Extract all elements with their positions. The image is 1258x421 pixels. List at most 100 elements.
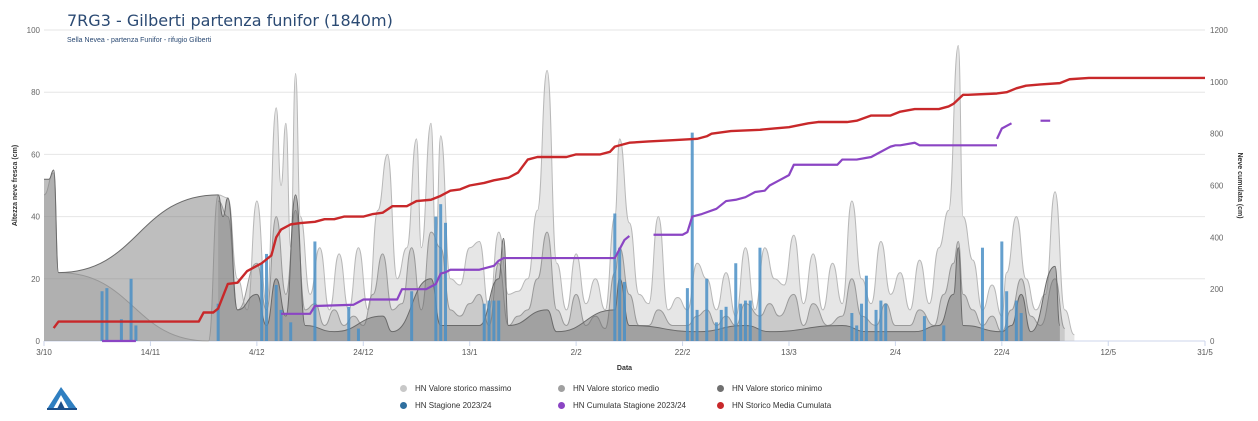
x-tick-label: 13/1 <box>462 348 478 357</box>
bar-stagione <box>1014 300 1018 341</box>
legend-item-min[interactable]: HN Valore storico minimo <box>717 384 822 393</box>
chart-title: 7RG3 - Gilberti partenza funifor (1840m) <box>67 11 393 30</box>
line-segment-cumulata-stagione <box>653 141 997 236</box>
y-axis-title-right: Neve cumulata (cm) <box>1236 152 1243 218</box>
bar-stagione <box>850 313 854 341</box>
y-tick-label-right: 600 <box>1210 182 1224 191</box>
bar-stagione <box>274 285 278 341</box>
y-tick-label-right: 400 <box>1210 233 1224 242</box>
bar-stagione <box>260 263 264 341</box>
bar-stagione <box>690 132 694 341</box>
legend-dot-storico-cumulata <box>717 402 724 409</box>
chart-subtitle: Sella Nevea - partenza Funifor - rifugio… <box>67 37 212 44</box>
bar-stagione <box>739 303 743 341</box>
legend-item-cumulata[interactable]: HN Cumulata Stagione 2023/24 <box>558 401 686 410</box>
line-storico-media-cumulata <box>52 76 1205 329</box>
bar-stagione <box>743 300 747 341</box>
bar-stagione <box>705 278 709 341</box>
bar-stagione <box>714 322 718 341</box>
line-segment-cumulata-stagione <box>995 122 1013 140</box>
bar-stagione <box>864 275 868 341</box>
legend-dot-cumulata <box>558 402 565 409</box>
bar-stagione <box>100 291 104 341</box>
x-tick-label: 22/2 <box>675 348 691 357</box>
y-tick-label-left: 80 <box>31 88 40 97</box>
y-tick-label-left: 20 <box>31 275 40 284</box>
bar-stagione <box>134 325 138 341</box>
y-tick-label-left: 40 <box>31 213 40 222</box>
bar-stagione <box>758 247 762 341</box>
bar-stagione <box>942 325 946 341</box>
x-tick-label: 22/4 <box>994 348 1010 357</box>
bar-stagione <box>410 291 414 341</box>
bar-stagione <box>497 300 501 341</box>
x-tick-label: 14/11 <box>141 348 161 357</box>
bar-stagione <box>613 213 617 341</box>
bar-stagione <box>289 322 293 341</box>
legend-item-max[interactable]: HN Valore storico massimo <box>400 384 511 393</box>
y-tick-label-left: 100 <box>27 26 41 35</box>
y-tick-label-left: 60 <box>31 150 40 159</box>
series-area-max-line <box>43 45 1075 342</box>
bar-stagione <box>734 263 738 341</box>
legend-label-max: HN Valore storico massimo <box>415 384 512 393</box>
bar-stagione <box>980 247 984 341</box>
legend-dot-min <box>717 385 724 392</box>
bar-stagione <box>922 316 926 341</box>
x-tick-label: 12/5 <box>1100 348 1116 357</box>
bar-stagione <box>487 300 491 341</box>
bar-stagione <box>105 288 109 341</box>
legend-label-cumulata: HN Cumulata Stagione 2023/24 <box>573 401 686 410</box>
bar-stagione <box>724 306 728 341</box>
y-tick-label-right: 200 <box>1210 285 1224 294</box>
legend-item-medio[interactable]: HN Valore storico medio <box>558 384 659 393</box>
legend-label-medio: HN Valore storico medio <box>573 384 660 393</box>
series-area-min-line <box>43 169 1061 333</box>
bar-stagione <box>874 309 878 341</box>
legend-label-stagione: HN Stagione 2023/24 <box>415 401 492 410</box>
bar-stagione <box>492 300 496 341</box>
bar-stagione <box>265 253 269 341</box>
y-axis-title-left: Altezza neve fresca (cm) <box>12 145 19 226</box>
y-tick-label-left: 0 <box>36 337 41 346</box>
legend-dot-stagione <box>400 402 407 409</box>
legend-dot-medio <box>558 385 565 392</box>
bar-stagione <box>1000 241 1004 341</box>
bar-stagione <box>1019 313 1023 341</box>
bar-stagione <box>129 278 133 341</box>
y-tick-label-right: 0 <box>1210 337 1215 346</box>
bar-stagione <box>748 300 752 341</box>
bar-stagione <box>347 306 351 341</box>
bar-stagione <box>216 303 220 341</box>
bar-stagione <box>719 309 723 341</box>
bar-stagione <box>623 281 626 341</box>
logo-icon <box>47 387 77 410</box>
x-tick-label: 31/5 <box>1197 348 1213 357</box>
bar-stagione <box>860 303 864 341</box>
y-tick-label-right: 1200 <box>1210 26 1228 35</box>
legend-label-storico-cumulata: HN Storico Media Cumulata <box>732 401 832 410</box>
x-tick-label: 2/2 <box>571 348 583 357</box>
bar-stagione <box>884 303 888 341</box>
bar-stagione <box>855 325 859 341</box>
legend-dot-max <box>400 385 407 392</box>
x-tick-label: 24/12 <box>353 348 374 357</box>
bar-stagione <box>618 247 622 341</box>
x-axis-title: Data <box>617 365 632 372</box>
legend-item-stagione[interactable]: HN Stagione 2023/24 <box>400 401 492 410</box>
x-tick-label: 2/4 <box>890 348 902 357</box>
bar-stagione <box>279 309 283 341</box>
bar-stagione <box>119 319 123 341</box>
y-tick-label-right: 800 <box>1210 130 1224 139</box>
bar-stagione <box>313 241 317 341</box>
x-tick-label: 3/10 <box>36 348 52 357</box>
x-tick-label: 4/12 <box>249 348 265 357</box>
series-area-max-fill <box>44 45 1075 342</box>
bar-stagione <box>356 328 360 341</box>
y-tick-label-right: 1000 <box>1210 78 1228 87</box>
bar-stagione <box>685 288 689 341</box>
bar-stagione <box>482 303 486 341</box>
legend-item-storico-cumulata[interactable]: HN Storico Media Cumulata <box>717 401 831 410</box>
x-tick-label: 13/3 <box>781 348 797 357</box>
